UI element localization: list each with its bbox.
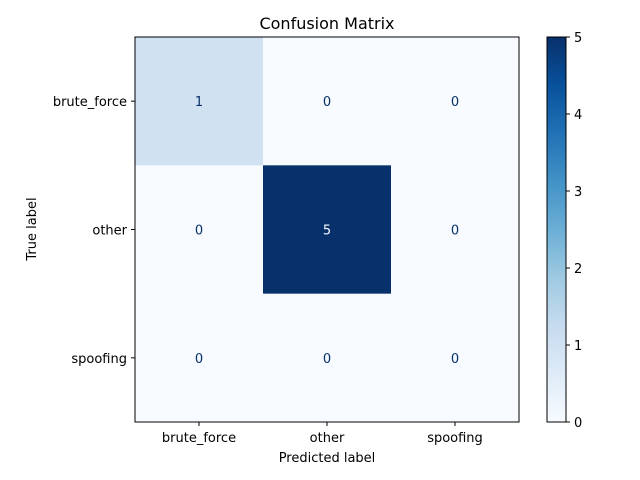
x-tick-label: spoofing bbox=[427, 431, 483, 446]
colorbar-tick-label: 0 bbox=[574, 416, 582, 431]
cell-value-label: 1 bbox=[195, 95, 203, 110]
cell-value-label: 0 bbox=[451, 352, 459, 367]
heatmap-cell bbox=[263, 37, 392, 166]
heatmap-cell bbox=[135, 37, 264, 166]
colorbar bbox=[546, 36, 567, 423]
heatmap-cell bbox=[391, 293, 520, 423]
heatmap-cell bbox=[263, 293, 392, 423]
x-axis-label: Predicted label bbox=[279, 451, 376, 466]
x-tick-label: other bbox=[310, 431, 345, 446]
heatmap-cell bbox=[263, 165, 392, 295]
colorbar-ticks: 0 1 2 3 4 5 bbox=[566, 31, 582, 431]
x-axis-ticks: brute_force other spoofing bbox=[162, 422, 483, 446]
cell-value-label: 0 bbox=[451, 224, 459, 239]
heatmap-cell bbox=[391, 165, 520, 295]
y-tick-label: brute_force bbox=[53, 95, 127, 110]
colorbar-tick-label: 2 bbox=[574, 262, 582, 277]
heatmap-cell bbox=[135, 293, 264, 423]
chart-title: Confusion Matrix bbox=[259, 14, 394, 33]
colorbar-tick-label: 3 bbox=[574, 185, 582, 200]
cell-value-label: 0 bbox=[323, 95, 331, 110]
y-tick-label: other bbox=[92, 224, 127, 239]
x-tick-label: brute_force bbox=[162, 431, 236, 446]
heatmap-cells bbox=[135, 37, 520, 423]
colorbar-tick-label: 1 bbox=[574, 339, 582, 354]
cell-value-label: 0 bbox=[195, 352, 203, 367]
colorbar-tick-label: 5 bbox=[574, 31, 582, 46]
cell-value-label: 0 bbox=[451, 95, 459, 110]
cell-value-label: 0 bbox=[195, 224, 203, 239]
cell-value-label: 5 bbox=[323, 224, 331, 239]
heatmap-cell-labels: 1 0 0 0 5 0 0 0 0 bbox=[195, 95, 459, 367]
y-tick-label: spoofing bbox=[71, 352, 127, 367]
colorbar-tick-label: 4 bbox=[574, 108, 582, 123]
cell-value-label: 0 bbox=[323, 352, 331, 367]
heatmap-cell bbox=[135, 165, 264, 295]
y-axis-label: True label bbox=[25, 197, 40, 261]
heatmap-cell bbox=[391, 37, 520, 166]
